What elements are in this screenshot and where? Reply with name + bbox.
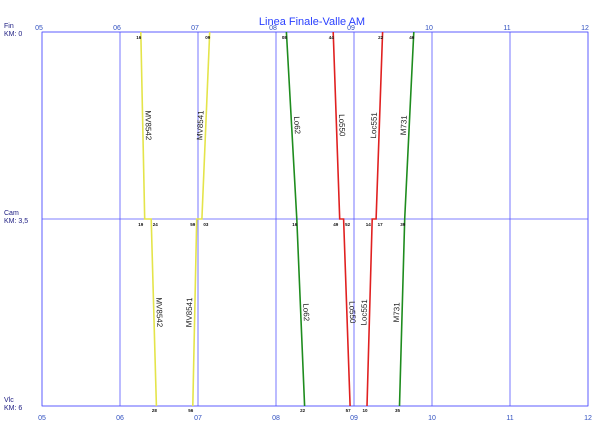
x-tick-label: 09 <box>347 25 355 32</box>
station-km: KM: 6 <box>4 405 22 412</box>
time-label: 22 <box>300 408 306 413</box>
time-label: 16 <box>136 35 142 40</box>
train-label: MV8541 <box>185 297 195 328</box>
time-label: 22 <box>378 35 384 40</box>
train-label: M731 <box>399 114 409 135</box>
time-label: 03 <box>203 222 209 227</box>
train-label: MV8541 <box>195 110 205 141</box>
x-tick-label: 06 <box>116 415 124 422</box>
time-label: 49 <box>333 222 339 227</box>
train-line <box>366 31 384 407</box>
station-km: KM: 0 <box>4 31 22 38</box>
x-tick-label: 08 <box>269 25 277 32</box>
x-tick-label: 10 <box>428 415 436 422</box>
time-label: 52 <box>345 222 351 227</box>
x-tick-label: 06 <box>113 25 121 32</box>
train-label: M731 <box>392 302 402 323</box>
time-label: 56 <box>188 408 194 413</box>
station-km: KM: 3,5 <box>4 218 28 225</box>
time-label: 17 <box>378 222 384 227</box>
time-label: 10 <box>362 408 368 413</box>
time-label: 08 <box>282 35 288 40</box>
x-tick-label: 05 <box>38 415 46 422</box>
time-label: 46 <box>409 35 415 40</box>
train-label: Lo550 <box>337 114 347 137</box>
train-label: Lo62 <box>301 303 311 322</box>
x-tick-label: 11 <box>506 415 513 422</box>
time-label: 16 <box>292 222 298 227</box>
time-label: 14 <box>366 222 372 227</box>
time-label: 57 <box>346 408 352 413</box>
train-line <box>398 31 415 407</box>
train-line <box>332 31 351 407</box>
train-label: MV8542 <box>143 110 153 141</box>
time-label: 39 <box>400 222 406 227</box>
train-line <box>140 31 158 407</box>
x-tick-label: 08 <box>272 415 280 422</box>
train-label: MV8542 <box>154 297 164 328</box>
x-tick-label: 11 <box>503 25 510 32</box>
time-label: 28 <box>152 408 158 413</box>
train-line <box>285 31 306 407</box>
time-label: 09 <box>205 35 211 40</box>
train-label: Lo62 <box>292 116 302 135</box>
time-label: 44 <box>329 35 335 40</box>
time-label: 24 <box>153 222 159 227</box>
time-label: 59 <box>190 222 196 227</box>
x-tick-label: 12 <box>581 25 589 32</box>
x-tick-label: 09 <box>350 415 358 422</box>
chart-title: Linea Finale-Valle AM <box>259 16 365 28</box>
x-tick-label: 07 <box>191 25 199 32</box>
train-label: Loc551 <box>369 111 379 138</box>
x-tick-label: 10 <box>425 25 433 32</box>
station-name: Vlc <box>4 397 14 404</box>
x-tick-label: 07 <box>194 415 202 422</box>
x-tick-label: 05 <box>35 25 43 32</box>
plot-frame <box>41 31 589 407</box>
station-name: Cam <box>4 210 19 217</box>
train-label: Lo550 <box>347 301 357 324</box>
station-name: Fin <box>4 23 14 30</box>
time-label: 19 <box>138 222 144 227</box>
x-tick-label: 12 <box>584 415 592 422</box>
train-label: Loc551 <box>359 299 369 326</box>
train-line <box>192 31 211 407</box>
time-label: 35 <box>395 408 401 413</box>
